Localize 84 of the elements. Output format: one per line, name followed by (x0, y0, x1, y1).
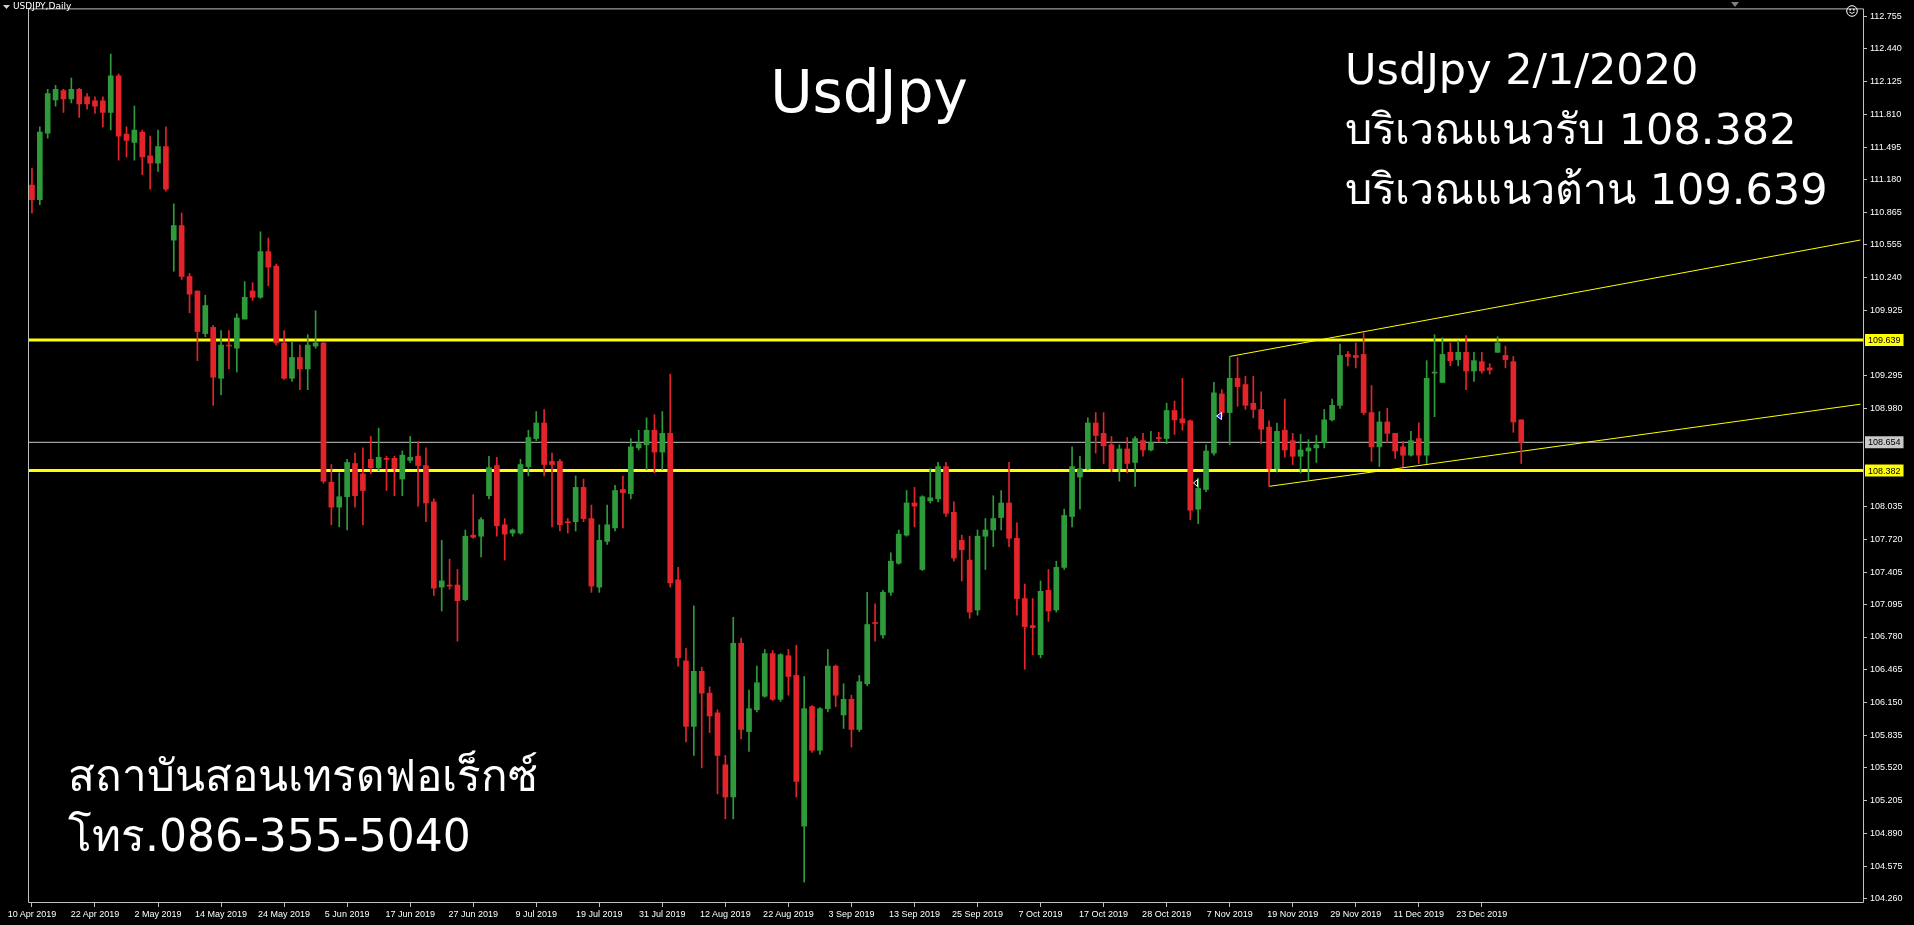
y-tick-label: 110.865 (1870, 207, 1902, 218)
candlestick (407, 436, 413, 463)
ref-line-label: 108.382 (1868, 465, 1901, 476)
y-tick-label: 104.890 (1870, 827, 1903, 838)
x-tick-label: 7 Oct 2019 (1018, 908, 1063, 919)
candlestick (958, 534, 965, 582)
candlestick (170, 203, 177, 272)
y-tick-label: 107.095 (1870, 598, 1903, 609)
x-tick-label: 9 Jul 2019 (515, 908, 558, 919)
candlestick (360, 447, 366, 526)
ref-line-label: 109.639 (1868, 334, 1901, 345)
ref-line-label: 108.654 (1868, 437, 1901, 448)
y-tick-label: 112.125 (1870, 76, 1902, 87)
annotation: บริเวณแนวรับ 108.382 (1345, 104, 1797, 156)
y-tick-label: 104.260 (1870, 893, 1903, 904)
candlestick (564, 518, 571, 534)
x-tick-label: 31 Jul 2019 (639, 908, 686, 919)
candlestick (927, 468, 934, 504)
y-tick-label: 109.925 (1870, 304, 1903, 315)
candlestick (1077, 455, 1083, 510)
candlestick (336, 472, 343, 528)
candlestick (367, 436, 374, 475)
annotation: สถาบันสอนเทรดฟอเร็กซ์ (68, 750, 538, 803)
x-tick-label: 13 Sep 2019 (888, 908, 940, 919)
y-tick-label: 110.555 (1870, 239, 1902, 250)
x-tick-label: 23 Dec 2019 (1456, 908, 1508, 919)
y-tick-label: 105.205 (1870, 795, 1903, 806)
y-tick-label: 110.240 (1870, 271, 1902, 282)
x-tick-label: 12 Aug 2019 (700, 908, 751, 919)
x-tick-label: 27 Jun 2019 (448, 908, 498, 919)
x-tick-label: 17 Oct 2019 (1079, 908, 1129, 919)
x-tick-label: 17 Jun 2019 (385, 908, 435, 919)
y-tick-label: 108.980 (1870, 402, 1903, 413)
annotation: บริเวณแนวต้าน 109.639 (1345, 164, 1828, 216)
x-tick-label: 7 Nov 2019 (1206, 908, 1253, 919)
candlestick (92, 96, 98, 114)
candlestick (872, 603, 878, 642)
x-tick-label: 11 Dec 2019 (1393, 908, 1444, 919)
candlestick (1029, 598, 1036, 655)
annotation: UsdJpy 2/1/2020 (1345, 44, 1699, 96)
x-tick-label: 29 Nov 2019 (1330, 908, 1382, 919)
candlestick (501, 518, 508, 561)
y-tick-label: 106.465 (1870, 664, 1903, 675)
y-tick-label: 106.780 (1870, 631, 1903, 642)
text: UsdJpy (770, 58, 968, 128)
y-tick-label: 106.150 (1870, 696, 1903, 707)
x-tick-label: 10 Apr 2019 (7, 908, 57, 919)
candlestick (620, 475, 626, 529)
x-tick-label: 14 May 2019 (195, 908, 248, 919)
candlestick (1250, 375, 1257, 419)
candlestick (438, 540, 445, 612)
x-tick-label: 19 Jul 2019 (576, 908, 623, 919)
candlestick (1345, 350, 1351, 367)
x-tick-label: 22 Aug 2019 (763, 908, 814, 919)
x-tick-label: 2 May 2019 (134, 908, 182, 919)
candlestick (147, 135, 153, 190)
x-tick-label: 5 Jun 2019 (324, 908, 370, 919)
candlestick (1352, 342, 1359, 369)
y-tick-label: 108.035 (1870, 501, 1903, 512)
annotation: โทร.086-355-5040 (68, 810, 471, 863)
y-tick-label: 111.180 (1870, 174, 1902, 185)
y-tick-label: 105.520 (1870, 762, 1903, 773)
y-tick-label: 112.440 (1870, 43, 1902, 54)
candlestick (415, 441, 421, 507)
x-tick-label: 19 Nov 2019 (1267, 908, 1319, 919)
x-tick-label: 22 Apr 2019 (70, 908, 120, 919)
candlestick (698, 666, 705, 769)
candlestick (990, 495, 997, 547)
y-tick-label: 111.495 (1870, 141, 1902, 152)
y-tick-label: 107.405 (1870, 566, 1903, 577)
x-tick-label: 25 Sep 2019 (952, 908, 1004, 919)
candlestick (549, 452, 555, 528)
y-tick-label: 109.295 (1870, 370, 1903, 381)
x-tick-label: 28 Oct 2019 (1142, 908, 1192, 919)
y-tick-label: 104.575 (1870, 860, 1903, 871)
x-tick-label: 3 Sep 2019 (828, 908, 875, 919)
annotation: USDJPY,Daily (13, 1, 72, 12)
y-tick-label: 111.810 (1870, 108, 1902, 119)
x-tick-label: 24 May 2019 (258, 908, 311, 919)
y-tick-label: 105.835 (1870, 729, 1903, 740)
y-tick-label: 107.720 (1870, 533, 1903, 544)
candlestick (470, 494, 477, 539)
candlestick (1155, 431, 1162, 442)
y-tick-label: 112.755 (1870, 10, 1902, 21)
